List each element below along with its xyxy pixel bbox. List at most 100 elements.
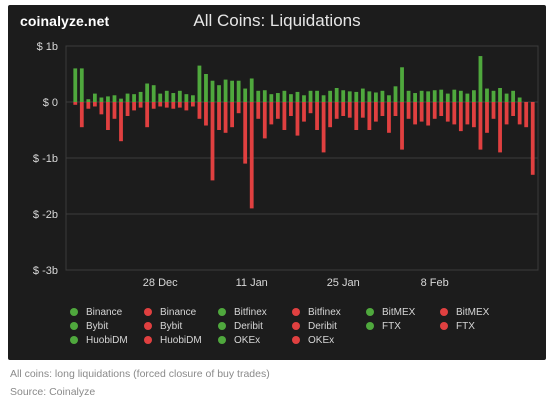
bar-long <box>236 80 241 102</box>
bar-short <box>439 102 444 116</box>
bar-long <box>73 68 78 102</box>
legend-item[interactable]: OKEx <box>218 335 260 346</box>
legend-item[interactable]: Bitfinex <box>218 307 267 318</box>
bar-long <box>210 80 215 102</box>
bar-long <box>511 90 516 102</box>
bar-long <box>498 88 502 102</box>
legend-dot-icon <box>70 336 78 344</box>
bar-long <box>373 92 378 102</box>
legend-item[interactable]: FTX <box>440 321 475 332</box>
bar-short <box>197 102 202 119</box>
bar-short <box>491 102 496 119</box>
legend-item[interactable]: Deribit <box>292 321 337 332</box>
bar-long <box>204 74 208 102</box>
x-tick-label: 11 Jan <box>236 277 268 289</box>
legend-label: OKEx <box>308 335 335 346</box>
bar-short <box>504 102 509 125</box>
legend-label: Binance <box>160 307 197 318</box>
liquidations-chart: $ 1b $ 0 $ -1b $ -2b $ -3b 28 Dec 11 Jan 25 Jan… <box>33 41 539 289</box>
bar-short <box>387 102 391 133</box>
bar-short <box>308 102 313 114</box>
y-tick-label: $ -1b <box>33 153 58 165</box>
bar-long <box>465 93 470 102</box>
bar-short <box>262 102 267 139</box>
bar-short <box>458 102 463 132</box>
bar-long <box>112 95 117 102</box>
bar-short <box>191 102 195 107</box>
legend-dot-icon <box>440 322 448 330</box>
legend-label: BitMEX <box>382 307 416 318</box>
bar-short <box>302 102 306 122</box>
bar-long <box>419 90 424 102</box>
legend-dot-icon <box>366 308 374 316</box>
legend-item[interactable]: Bybit <box>144 321 182 332</box>
legend-dot-icon <box>218 322 226 330</box>
bar-long <box>485 88 489 102</box>
legend-label: Bitfinex <box>234 307 267 318</box>
legend-label: Binance <box>86 307 123 318</box>
legend-item[interactable]: HuobiDM <box>144 335 202 346</box>
bar-short <box>289 102 293 116</box>
bar-short <box>328 102 333 128</box>
bar-long <box>164 90 169 102</box>
bar-short <box>432 102 437 119</box>
legend-item[interactable]: HuobiDM <box>70 335 128 346</box>
bar-short <box>452 102 457 125</box>
chart-source: Source: Coinalyze <box>10 386 96 398</box>
bar-long <box>491 90 496 102</box>
bar-long <box>119 98 123 102</box>
bar-long <box>230 80 235 102</box>
legend-item[interactable]: Bybit <box>70 321 108 332</box>
legend-dot-icon <box>440 308 448 316</box>
bar-short <box>517 102 522 125</box>
bar-long <box>458 90 463 102</box>
legend-item[interactable]: OKEx <box>292 335 334 346</box>
legend-item[interactable]: Binance <box>144 307 196 318</box>
legend-item[interactable]: Binance <box>70 307 122 318</box>
bar-long <box>308 90 313 102</box>
bar-long <box>426 91 431 102</box>
legend-item[interactable]: BitMEX <box>440 307 489 318</box>
legend-label: Bybit <box>160 321 183 332</box>
bar-long <box>223 79 228 102</box>
bar-short <box>413 102 417 125</box>
bar-short <box>145 102 150 128</box>
bar-short <box>354 102 359 130</box>
bar-short <box>99 102 104 115</box>
bar-long <box>138 91 143 102</box>
bar-long <box>452 89 457 102</box>
bar-long <box>367 91 372 102</box>
legend-item[interactable]: Deribit <box>218 321 263 332</box>
bar-short <box>86 102 91 109</box>
legend-item[interactable]: FTX <box>366 321 401 332</box>
bar-long <box>158 93 163 102</box>
bar-long <box>289 94 293 102</box>
bar-short <box>282 102 287 130</box>
brand-logo: coinalyze.net <box>20 13 110 29</box>
x-tick-label: 25 Jan <box>327 277 360 289</box>
bar-long <box>400 67 404 102</box>
legend-item[interactable]: Bitfinex <box>292 307 341 318</box>
bar-short <box>112 102 117 119</box>
bar-long <box>243 88 248 102</box>
bar-long <box>249 78 254 102</box>
bar-short <box>79 102 84 128</box>
bar-long <box>354 91 359 102</box>
legend-label: BitMEX <box>456 307 490 318</box>
bar-short <box>236 102 241 114</box>
bar-long <box>217 85 221 102</box>
bar-long <box>106 96 110 102</box>
bar-long <box>99 97 104 102</box>
y-tick-label: $ -2b <box>33 209 58 221</box>
bar-short <box>524 102 529 128</box>
legend-label: HuobiDM <box>160 335 202 346</box>
legend-item[interactable]: BitMEX <box>366 307 415 318</box>
bar-short <box>138 102 143 108</box>
bar-short <box>419 102 424 122</box>
bar-long <box>413 93 417 102</box>
bar-long <box>347 91 352 102</box>
bar-short <box>269 102 274 125</box>
chart-title: All Coins: Liquidations <box>193 11 361 30</box>
bar-short <box>472 102 476 128</box>
bar-short <box>393 102 398 116</box>
